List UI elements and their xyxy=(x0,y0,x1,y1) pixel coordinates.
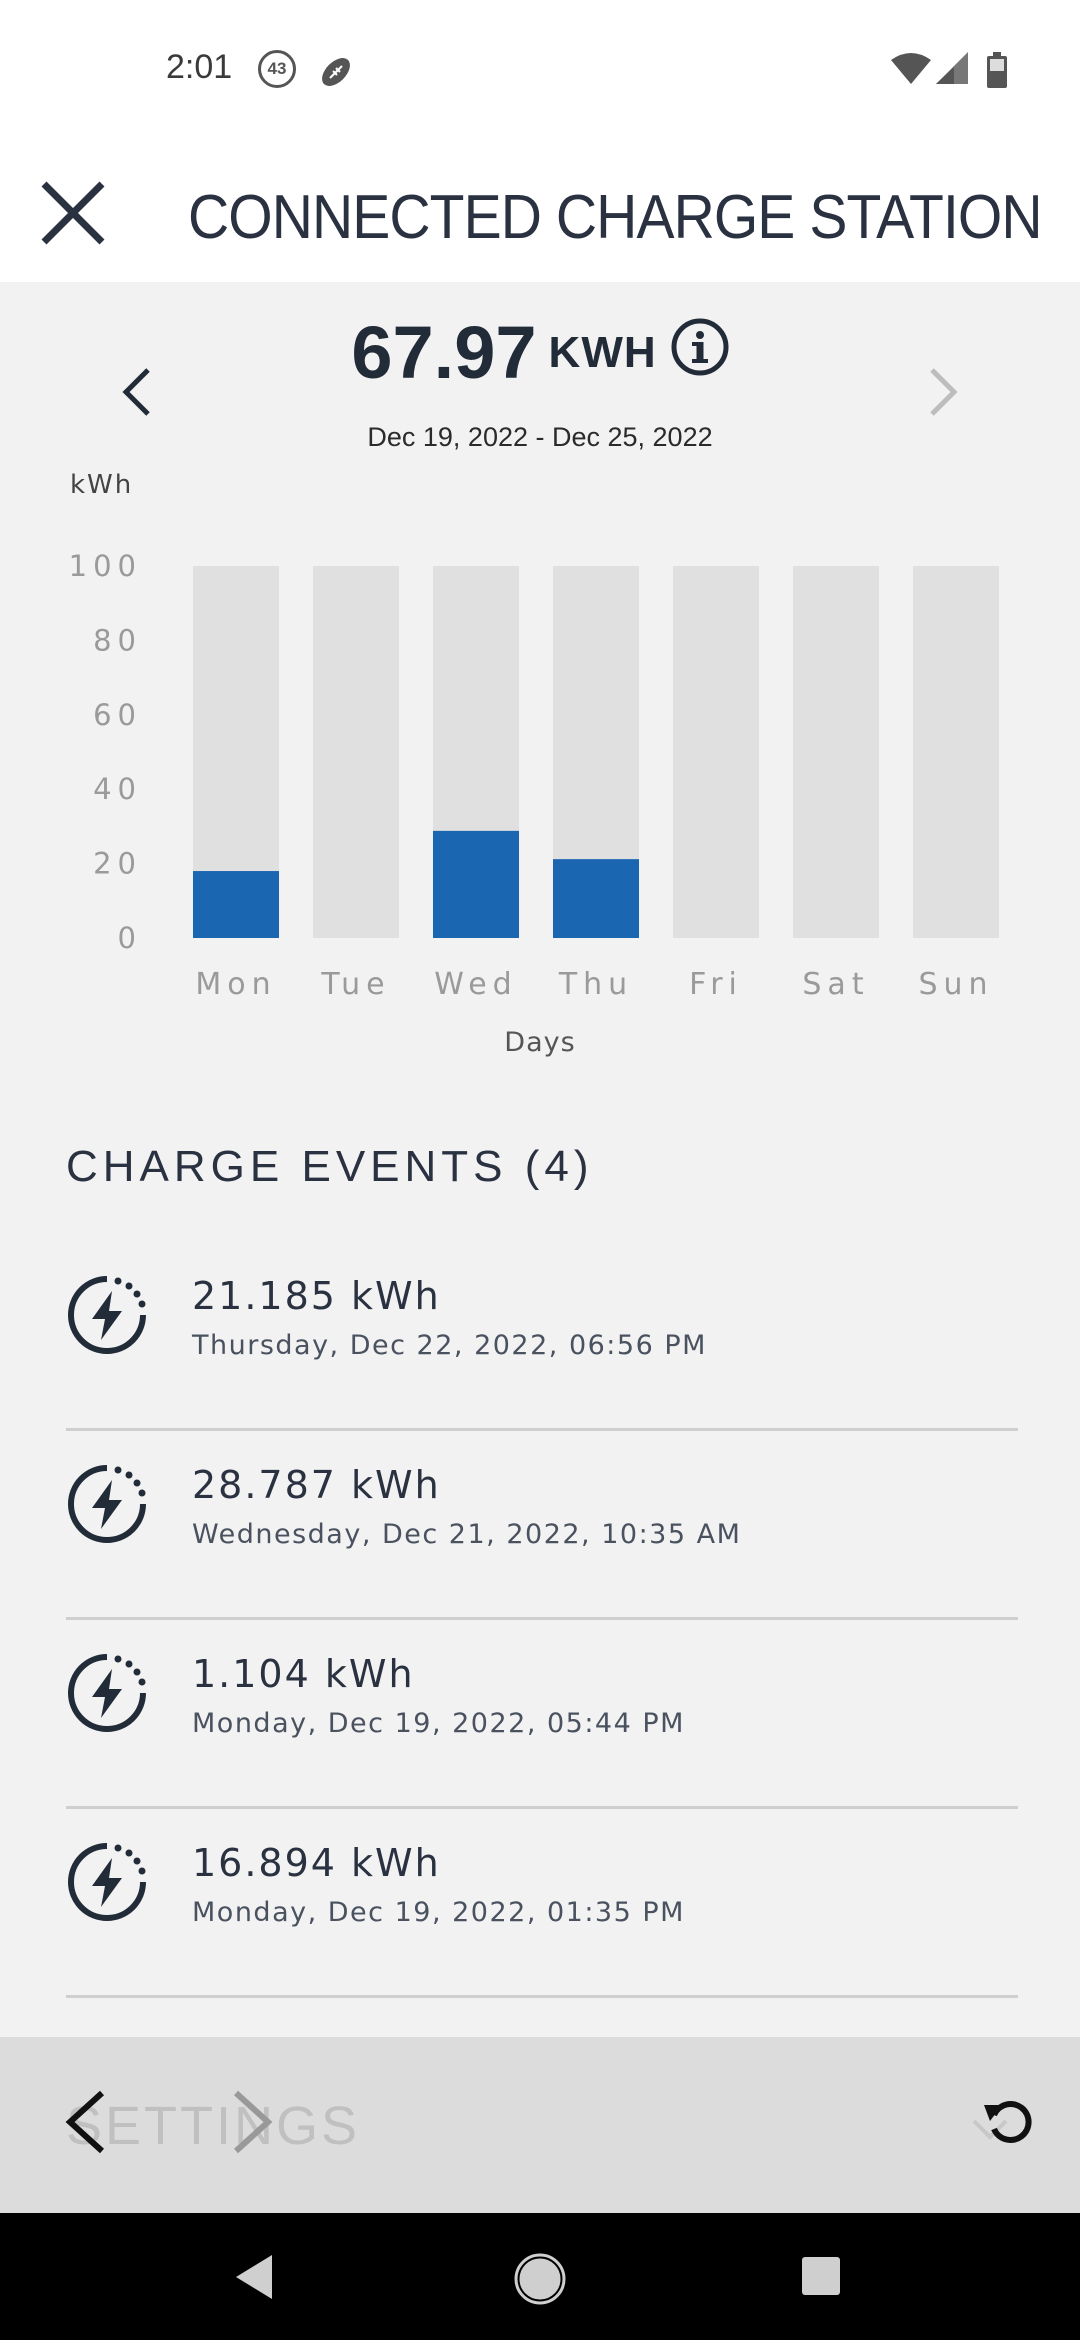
close-icon xyxy=(41,181,105,245)
main-content[interactable]: 67.97 KWH Dec 19, 2022 - Dec 25, 2022 kWh… xyxy=(0,282,1080,2037)
charge-event-energy: 21.185 kWh xyxy=(192,1274,441,1318)
charging-bolt-icon xyxy=(66,1841,148,1923)
y-tick-label: 40 xyxy=(93,772,142,806)
page-title: CONNECTED CHARGE STATION xyxy=(188,183,1043,252)
wifi-icon xyxy=(890,52,932,90)
settings-label-obscured: SETTINGS xyxy=(66,2096,361,2156)
x-tick-label: Sat xyxy=(802,967,869,1002)
notification-count-badge: 43 xyxy=(258,50,296,88)
charge-event-energy: 16.894 kWh xyxy=(192,1841,441,1885)
charge-event-datetime: Thursday, Dec 22, 2022, 06:56 PM xyxy=(192,1330,707,1361)
x-tick-label: Fri xyxy=(689,967,743,1002)
charge-events-title: CHARGE EVENTS (4) xyxy=(66,1142,594,1191)
bar xyxy=(433,830,519,938)
circle-home-icon xyxy=(514,2253,566,2305)
previous-week-button[interactable] xyxy=(112,362,162,422)
charge-event-energy: 28.787 kWh xyxy=(192,1463,441,1507)
system-recents-button[interactable] xyxy=(800,2255,842,2301)
charge-event-datetime: Monday, Dec 19, 2022, 05:44 PM xyxy=(192,1708,685,1739)
y-tick-label: 0 xyxy=(118,921,142,955)
charge-event-row[interactable]: 1.104 kWh Monday, Dec 19, 2022, 05:44 PM xyxy=(66,1620,1018,1809)
x-tick-label: Tue xyxy=(320,967,390,1002)
arrow-left-icon xyxy=(65,2090,105,2154)
y-tick-label: 20 xyxy=(93,847,142,881)
next-week-button[interactable] xyxy=(918,362,968,422)
info-icon[interactable] xyxy=(671,318,729,376)
charge-event-energy: 1.104 kWh xyxy=(192,1652,415,1696)
battery-icon xyxy=(986,52,1008,92)
y-tick-label: 80 xyxy=(93,623,142,657)
y-axis-label: kWh xyxy=(70,470,133,500)
total-kwh-unit: KWH xyxy=(548,327,657,377)
x-tick-label: Thu xyxy=(558,967,633,1002)
reload-icon xyxy=(984,2101,1032,2143)
weekly-usage-chart: kWh 100 80 60 40 20 0 Mon Tue Wed Thu Fri Sat Sun Days xyxy=(69,470,999,1058)
charge-event-row[interactable]: 21.185 kWh Thursday, Dec 22, 2022, 06:56 … xyxy=(66,1242,1018,1431)
signal-icon xyxy=(934,52,970,90)
charging-bolt-icon xyxy=(66,1274,148,1356)
date-range: Dec 19, 2022 - Dec 25, 2022 xyxy=(367,422,713,452)
status-bar: 2:01 43 xyxy=(0,0,1080,140)
bar-track xyxy=(673,566,759,938)
charging-bolt-icon xyxy=(66,1652,148,1734)
status-time: 2:01 xyxy=(166,48,233,86)
charging-bolt-icon xyxy=(66,1463,148,1545)
x-axis-label: Days xyxy=(504,1027,575,1058)
square-recents-icon xyxy=(802,2257,840,2295)
browser-toolbar: SETTINGS xyxy=(0,2037,1080,2213)
forward-button[interactable] xyxy=(228,2087,278,2161)
back-button[interactable] xyxy=(60,2087,110,2161)
chevron-right-icon xyxy=(930,368,958,416)
chevron-left-icon xyxy=(122,368,150,416)
charge-event-row[interactable]: 16.894 kWh Monday, Dec 19, 2022, 01:35 PM xyxy=(66,1809,1018,1998)
total-kwh-value: 67.97 xyxy=(351,311,537,394)
system-home-button[interactable] xyxy=(514,2253,566,2309)
app-header: CONNECTED CHARGE STATION xyxy=(0,140,1080,282)
system-navigation-bar xyxy=(0,2213,1080,2340)
bar-track xyxy=(313,566,399,938)
charge-events-list: 21.185 kWh Thursday, Dec 22, 2022, 06:56 … xyxy=(66,1242,1018,1998)
y-tick-label: 100 xyxy=(69,549,142,583)
football-icon xyxy=(316,52,356,96)
charge-event-row[interactable]: 28.787 kWh Wednesday, Dec 21, 2022, 10:35… xyxy=(66,1431,1018,1620)
reload-button[interactable] xyxy=(980,2091,1040,2155)
x-tick-label: Wed xyxy=(434,967,517,1002)
triangle-back-icon xyxy=(236,2255,272,2299)
close-button[interactable] xyxy=(38,178,108,248)
x-tick-label: Mon xyxy=(195,967,276,1002)
bar-track xyxy=(913,566,999,938)
y-tick-label: 60 xyxy=(93,698,142,732)
charge-event-datetime: Monday, Dec 19, 2022, 01:35 PM xyxy=(192,1897,685,1928)
charge-event-datetime: Wednesday, Dec 21, 2022, 10:35 AM xyxy=(192,1519,742,1550)
bar-track xyxy=(793,566,879,938)
weekly-total: 67.97 KWH xyxy=(0,310,1080,395)
bar xyxy=(553,859,639,938)
chevron-down-icon xyxy=(970,2115,1010,2149)
arrow-right-icon xyxy=(233,2090,273,2154)
system-back-button[interactable] xyxy=(232,2253,276,2305)
bar xyxy=(193,871,279,938)
x-tick-label: Sun xyxy=(918,967,993,1002)
